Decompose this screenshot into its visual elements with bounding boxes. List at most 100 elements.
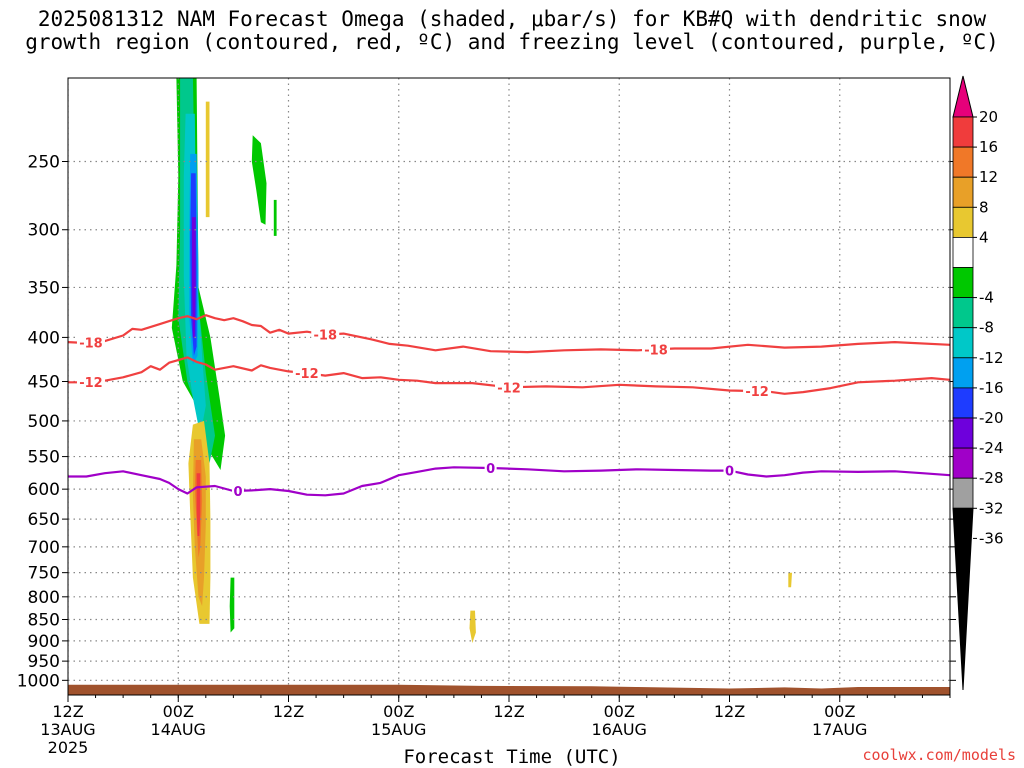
colorbar-label: -16 xyxy=(979,379,1004,397)
terrain-layer xyxy=(68,684,950,695)
colorbar-swatch xyxy=(952,146,974,178)
contour-label: -12 xyxy=(745,385,769,400)
contour-line--18 xyxy=(68,314,950,354)
y-tick-label: 350 xyxy=(28,278,60,298)
x-tick-label: 00Z xyxy=(604,702,635,721)
colorbar-swatch xyxy=(952,297,974,329)
y-tick-label: 800 xyxy=(28,588,60,608)
y-tick-label: 600 xyxy=(28,480,60,500)
y-tick-label: 1000 xyxy=(17,671,60,691)
y-tick-label: 250 xyxy=(28,153,60,173)
omega-area-15 xyxy=(788,572,792,588)
omega-area-12 xyxy=(196,473,201,536)
y-tick-label: 450 xyxy=(28,372,60,392)
x-tick-label: 12Z xyxy=(273,702,304,721)
colorbar-swatch xyxy=(952,267,974,299)
omega-area-6 xyxy=(251,135,267,225)
axes: 2503003504004505005506006507007508008509… xyxy=(17,153,956,757)
colorbar-label: -28 xyxy=(979,469,1004,487)
contour-layer: -18 -18 -18 -12 -12 -12 -12 0 0 0 xyxy=(68,314,950,500)
contour-label-bg xyxy=(231,482,244,498)
colorbar-swatch xyxy=(952,387,974,419)
x-tick-date-label: 15AUG xyxy=(371,720,426,739)
colorbar-label: -36 xyxy=(979,529,1004,547)
omega-area-5 xyxy=(192,217,196,338)
colorbar-label: 12 xyxy=(979,168,998,186)
colorbar-label: 8 xyxy=(979,198,989,216)
contour-label: -12 xyxy=(79,376,103,391)
colorbar-label: -20 xyxy=(979,409,1004,427)
x-tick-label: 12Z xyxy=(52,702,83,721)
colorbar-swatch xyxy=(952,327,974,359)
contour-label: -12 xyxy=(497,381,521,396)
contour-label-bg xyxy=(292,365,321,381)
colorbar-bottom-arrow xyxy=(952,507,974,691)
x-tick-date-label: 16AUG xyxy=(592,720,647,739)
contour-label: -18 xyxy=(644,343,668,358)
y-tick-label: 750 xyxy=(28,564,60,584)
colorbar-swatch xyxy=(952,206,974,238)
contour-label-bg xyxy=(642,341,670,357)
omega-area-7 xyxy=(273,199,277,236)
contour-label-bg xyxy=(743,383,772,399)
colorbar-swatch xyxy=(952,447,974,479)
contour-label: 0 xyxy=(725,465,734,480)
y-tick-label: 500 xyxy=(28,412,60,432)
contour-label-bg xyxy=(723,462,736,478)
contour-label-bg xyxy=(495,379,523,395)
colorbar-label: 16 xyxy=(979,138,998,156)
credit-link[interactable]: coolwx.com/models xyxy=(862,746,1016,764)
y-tick-label: 850 xyxy=(28,611,60,631)
chart-title: 2025081312 NAM Forecast Omega (shaded, μ… xyxy=(0,8,1024,54)
colorbar-swatch xyxy=(952,477,974,509)
colorbar-label: -32 xyxy=(979,499,1004,517)
y-tick-label: 950 xyxy=(28,652,60,672)
colorbar-label: -8 xyxy=(979,319,994,337)
contour-label: 0 xyxy=(486,462,495,477)
contour-label-bg xyxy=(311,326,340,342)
terrain-band xyxy=(68,684,950,695)
contour-label-bg xyxy=(76,373,105,389)
x-tick-label: 12Z xyxy=(714,702,745,721)
omega-area-8 xyxy=(205,101,210,218)
omega-area-13 xyxy=(229,577,235,633)
y-tick-label: 400 xyxy=(28,328,60,348)
x-tick-date-label: 13AUG xyxy=(40,720,95,739)
chart-title-line-1: 2025081312 NAM Forecast Omega (shaded, μ… xyxy=(37,7,987,31)
x-axis-label: Forecast Time (UTC) xyxy=(403,746,621,768)
contour-line-0 xyxy=(68,466,950,497)
x-tick-date-label: 14AUG xyxy=(151,720,206,739)
colorbar-label: -12 xyxy=(979,349,1004,367)
x-tick-label: 00Z xyxy=(824,702,855,721)
x-tick-label: 00Z xyxy=(163,702,194,721)
chart-title-line-2: growth region (contoured, red, ºC) and f… xyxy=(25,30,999,54)
colorbar-swatch xyxy=(952,236,974,268)
colorbar-label: 4 xyxy=(979,228,989,246)
contour-label: 0 xyxy=(233,485,242,500)
omega-area-14 xyxy=(469,610,476,643)
contour-label-bg xyxy=(484,459,497,475)
x-tick-year-label: 2025 xyxy=(48,738,89,757)
colorbar-label: 20 xyxy=(979,108,998,126)
colorbar-swatch xyxy=(952,116,974,148)
colorbar: 20 16 12 8 4 -4 -8 -12 -16 -20 -24 -28 -32 -36 xyxy=(952,75,1004,691)
x-tick-label: 12Z xyxy=(493,702,524,721)
y-tick-label: 550 xyxy=(28,448,60,468)
colorbar-label: -24 xyxy=(979,439,1004,457)
colorbar-top-arrow xyxy=(952,75,974,118)
contour-label-bg xyxy=(76,334,105,350)
colorbar-label: -4 xyxy=(979,289,994,307)
contour-label: -18 xyxy=(314,329,338,344)
colorbar-swatch xyxy=(952,357,974,389)
contour-label: -12 xyxy=(295,367,319,382)
y-tick-label: 300 xyxy=(28,221,60,241)
x-tick-date-label: 17AUG xyxy=(812,720,867,739)
y-tick-label: 900 xyxy=(28,632,60,652)
colorbar-swatch xyxy=(952,176,974,208)
contour-label: -18 xyxy=(79,337,103,352)
x-tick-label: 00Z xyxy=(383,702,414,721)
y-tick-label: 650 xyxy=(28,510,60,530)
colorbar-swatch xyxy=(952,417,974,449)
omega-shading xyxy=(171,78,792,643)
